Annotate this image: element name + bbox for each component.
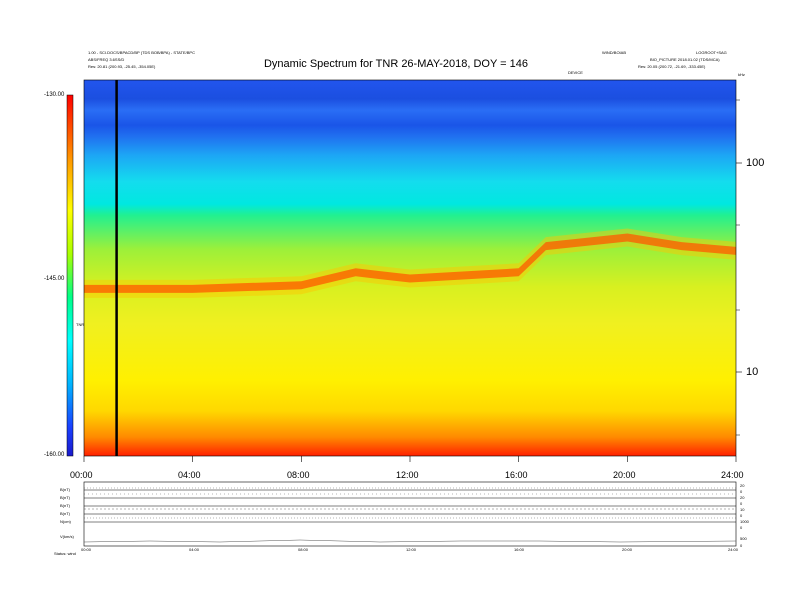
- header-left-line3: Res: 20.81 (200.93, -25.45, -354.05E): [88, 64, 156, 69]
- panel-rtick-2: 0: [740, 489, 743, 494]
- right-axis-tick-100: 100: [746, 157, 765, 169]
- panel-label-6: V(km/s): [60, 534, 74, 539]
- colorbar: [66, 94, 74, 457]
- colorbar-label: TNR: [76, 322, 85, 327]
- panel-rtick-4: 0: [740, 501, 743, 506]
- header-right-line3: BIO_PICTURE 2018.01.02 (TDS/MCA): [650, 57, 720, 62]
- panel-x-tick-1600: 16:00: [514, 547, 525, 552]
- panel-rtick-3: 20: [740, 495, 745, 500]
- panel-x-tick-0400: 04:00: [189, 547, 200, 552]
- panel-label-5: N(cm): [60, 519, 71, 524]
- chart-title: Dynamic Spectrum for TNR 26-MAY-2018, DO…: [263, 58, 528, 70]
- panel-x-tick-1200: 12:00: [406, 547, 417, 552]
- panel-x-tick-0800: 08:00: [298, 547, 309, 552]
- header-left-line2: ABS/FREQ 3.6SS/D: [88, 57, 125, 62]
- x-axis-tickmarks: [83, 456, 737, 462]
- header-right-line2: LOGROOT+SAG: [696, 50, 727, 55]
- x-tick-1600: 16:00: [505, 470, 528, 480]
- x-tick-0800: 08:00: [287, 470, 310, 480]
- emission-band-layer: [84, 228, 736, 298]
- panel-trace-velocity: [83, 539, 737, 543]
- colorbar-tick-top: -130.00: [44, 92, 65, 98]
- emission-band: [84, 233, 736, 293]
- panel-x-tick-2400: 24:00: [728, 547, 739, 552]
- x-tick-1200: 12:00: [396, 470, 419, 480]
- x-tick-0000: 00:00: [70, 470, 93, 480]
- panel-rtick-5: 10: [740, 507, 745, 512]
- x-tick-2400: 24:00: [721, 470, 744, 480]
- panel-label-2: B(nT): [60, 495, 70, 500]
- header-right-line1: WIND/BOIAB: [602, 50, 627, 55]
- panel-rtick-6: 0: [740, 513, 743, 518]
- panel-rtick-9: 500: [740, 536, 747, 541]
- panel-label-1: B(nT): [60, 487, 70, 492]
- right-axis-tick-10: 10: [746, 366, 759, 378]
- header-center-small: DEVICE: [568, 70, 583, 75]
- header-left-line1: 1.00 - SCI.DOCS/BPACD/BP (TDS BOB/BPA) -…: [88, 50, 195, 55]
- panel-rtick-7: 1000: [740, 519, 749, 524]
- colorbar-tick-mid: -145.00: [44, 276, 65, 282]
- colorbar-tick-bottom: -160.00: [44, 452, 65, 458]
- spectrogram-background: [84, 80, 736, 456]
- panel-label-4: B(nT): [60, 511, 70, 516]
- corner-unit-label: kHz: [738, 72, 745, 77]
- panel-label-3: B(nT): [60, 503, 70, 508]
- panel-rtick-10: 0: [740, 543, 743, 548]
- panel-x-tick-0000: 00:00: [81, 547, 92, 552]
- panel-rtick-1: 20: [740, 483, 745, 488]
- panel-rtick-8: 0: [740, 525, 743, 530]
- header-right-line4: Res: 20.05 (200.72, -21.69, -333.45E): [638, 64, 706, 69]
- panel-x-tick-2000: 20:00: [622, 547, 633, 552]
- x-tick-0400: 04:00: [178, 470, 201, 480]
- footer-status: Status: wind: [54, 551, 76, 556]
- x-tick-2000: 20:00: [613, 470, 636, 480]
